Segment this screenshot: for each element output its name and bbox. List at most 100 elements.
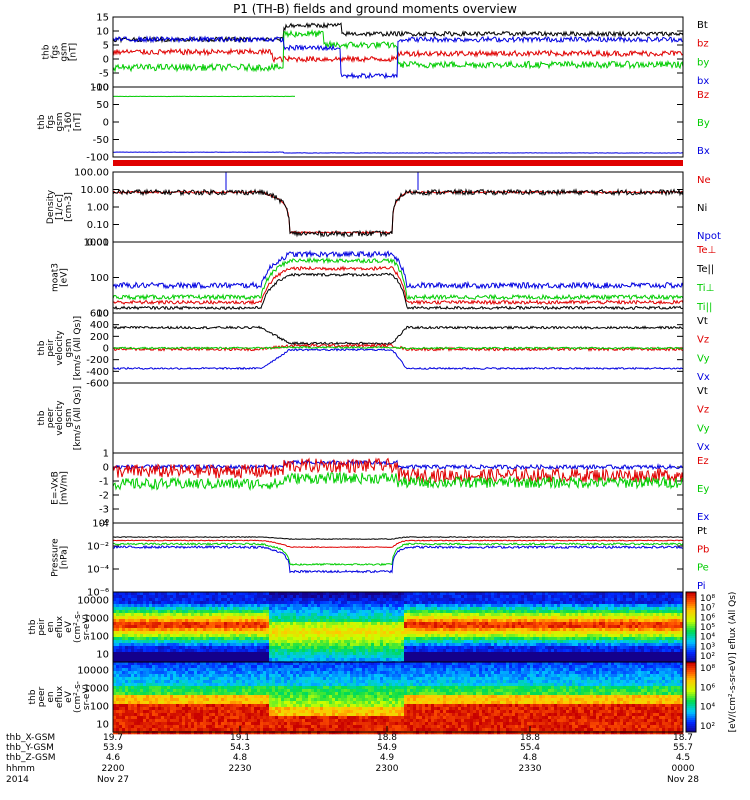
spectrogram-cell [131, 692, 135, 696]
spectrogram-cell [575, 655, 579, 659]
spectrogram-cell [191, 616, 195, 620]
spectrogram-cell [233, 616, 237, 620]
spectrogram-cell [572, 628, 576, 632]
spectrogram-cell [296, 649, 300, 653]
spectrogram-cell [305, 616, 309, 620]
spectrogram-cell [371, 595, 375, 599]
spectrogram-cell [128, 707, 132, 711]
spectrogram-cell [626, 607, 630, 611]
spectrogram-cell [638, 631, 642, 635]
ylabel-efield-0: E=-VxB [51, 471, 61, 505]
spectrogram-cell [248, 646, 252, 650]
spectrogram-cell [509, 613, 513, 617]
spectrogram-cell [494, 613, 498, 617]
spectrogram-cell [326, 631, 330, 635]
spectrogram-cell [566, 616, 570, 620]
spectrogram-cell [623, 604, 627, 608]
spectrogram-cell [395, 619, 399, 623]
spectrogram-cell [512, 610, 516, 614]
spectrogram-cell [212, 640, 216, 644]
spectrogram-cell [185, 607, 189, 611]
spectrogram-cell [224, 643, 228, 647]
spectrogram-cell [230, 595, 234, 599]
spectrogram-cell [125, 610, 129, 614]
spectrogram-cell [581, 655, 585, 659]
spectrogram-cell [116, 665, 120, 669]
spectrogram-cell [149, 622, 153, 626]
spectrogram-cell [455, 616, 459, 620]
spectrogram-cell [473, 622, 477, 626]
spectrogram-cell [419, 643, 423, 647]
spectrogram-cell [326, 592, 330, 596]
legend-velocity_e-3: Vx [697, 442, 710, 453]
spectrogram-cell [545, 619, 549, 623]
spectrogram-cell [134, 625, 138, 629]
spectrogram-cell [404, 658, 408, 662]
spectrogram-cell [179, 631, 183, 635]
spectrogram-cell [314, 655, 318, 659]
spectrogram-cell [626, 595, 630, 599]
spectrogram-cell [419, 652, 423, 656]
spectrogram-cell [230, 619, 234, 623]
spectrogram-cell [365, 649, 369, 653]
spectrogram-cell [434, 646, 438, 650]
spectrogram-cell [131, 671, 135, 675]
spectrogram-cell [530, 652, 534, 656]
spectrogram-cell [152, 634, 156, 638]
spectrogram-cell [131, 658, 135, 662]
spectrogram-cell [410, 622, 414, 626]
spectrogram-cell [113, 604, 117, 608]
spectrogram-cell [548, 628, 552, 632]
spectrogram-cell [299, 652, 303, 656]
spectrogram-cell [311, 643, 315, 647]
spectrogram-cell [614, 631, 618, 635]
spectrogram-cell [131, 668, 135, 672]
spectrogram-cell [548, 592, 552, 596]
spectrogram-cell [665, 643, 669, 647]
spectrogram-cell [278, 619, 282, 623]
spectrogram-cell [179, 628, 183, 632]
spectrogram-cell [434, 658, 438, 662]
spectrogram-cell [221, 631, 225, 635]
spectrogram-cell [302, 643, 306, 647]
spectrogram-cell [554, 658, 558, 662]
spectrogram-cell [239, 595, 243, 599]
spectrogram-cell [323, 649, 327, 653]
spectrogram-cell [530, 601, 534, 605]
spectrogram-cell [131, 713, 135, 717]
spectrogram-cell [452, 655, 456, 659]
spectrogram-cell [488, 658, 492, 662]
spectrogram-cell [134, 662, 138, 666]
spectrogram-cell [632, 616, 636, 620]
spectrogram-cell [635, 598, 639, 602]
ylabel-ion_spec-3: eflux [55, 615, 65, 638]
spectrogram-cell [161, 592, 165, 596]
spectrogram-cell [275, 649, 279, 653]
spectrogram-cell [245, 616, 249, 620]
spectrogram-cell [635, 601, 639, 605]
spectrogram-cell [500, 622, 504, 626]
spectrogram-cell [539, 637, 543, 641]
tick-label-temperature-1: 100 [90, 273, 109, 284]
spectrogram-cell [119, 625, 123, 629]
spectrogram-cell [158, 655, 162, 659]
spectrogram-cell [605, 658, 609, 662]
spectrogram-cell [161, 607, 165, 611]
spectrogram-cell [206, 628, 210, 632]
spectrogram-cell [557, 607, 561, 611]
spectrogram-cell [359, 619, 363, 623]
spectrogram-cell [575, 628, 579, 632]
spectrogram-cell [617, 646, 621, 650]
spectrogram-cell [377, 625, 381, 629]
spectrogram-cell [227, 604, 231, 608]
spectrogram-cell [668, 592, 672, 596]
spectrogram-cell [308, 649, 312, 653]
spectrogram-cell [623, 658, 627, 662]
spectrogram-cell [263, 619, 267, 623]
spectrogram-cell [563, 613, 567, 617]
spectrogram-cell [509, 637, 513, 641]
spectrogram-cell [617, 598, 621, 602]
spectrogram-cell [539, 655, 543, 659]
spectrogram-cell [563, 604, 567, 608]
spectrogram-cell [173, 628, 177, 632]
